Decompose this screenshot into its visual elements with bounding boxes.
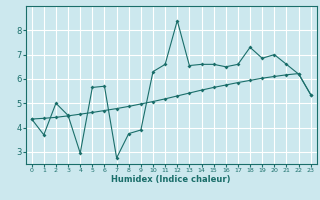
X-axis label: Humidex (Indice chaleur): Humidex (Indice chaleur)	[111, 175, 231, 184]
